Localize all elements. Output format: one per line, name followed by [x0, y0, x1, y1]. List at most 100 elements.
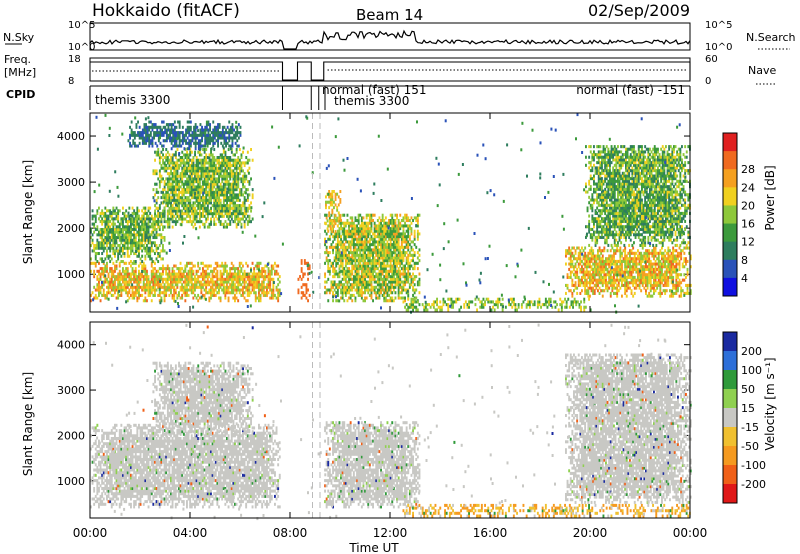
data-cell: [146, 299, 148, 302]
data-cell: [154, 241, 156, 244]
data-cell: [112, 207, 114, 210]
data-cell: [140, 231, 142, 234]
data-cell: [124, 252, 126, 255]
data-cell: [156, 244, 158, 247]
data-cell: [164, 207, 166, 210]
data-cell: [95, 257, 97, 260]
data-cell: [104, 247, 106, 250]
data-cell: [135, 228, 137, 231]
data-cell: [104, 257, 106, 260]
freq-tick-hi: 18: [68, 54, 81, 65]
data-cell: [202, 286, 204, 289]
data-cell: [178, 204, 180, 207]
data-cell: [106, 294, 108, 297]
data-cell: [132, 247, 134, 250]
data-cell: [125, 289, 127, 292]
data-cell: [237, 286, 239, 289]
data-cell: [188, 156, 190, 159]
data-cell: [159, 185, 161, 188]
figure: Hokkaido (fitACF) Beam 14 02/Sep/2009 N.…: [0, 0, 800, 554]
freq-tick-lo: 8: [68, 76, 74, 87]
data-cell: [175, 156, 177, 159]
data-cell: [271, 273, 273, 276]
data-cell: [144, 207, 146, 210]
data-cell: [159, 159, 161, 162]
data-cell: [151, 291, 153, 294]
data-cell: [199, 201, 201, 204]
data-cell: [109, 220, 111, 223]
data-cell: [196, 283, 198, 286]
data-cell: [117, 215, 119, 218]
data-cell: [199, 183, 201, 186]
data-cell: [162, 265, 164, 268]
data-cell: [164, 299, 166, 302]
data-cell: [232, 281, 234, 284]
data-cell: [93, 270, 95, 273]
data-cell: [208, 275, 210, 278]
cpid-entry-normal-minus151: normal (fast) -151: [576, 83, 685, 97]
data-cell: [159, 294, 161, 297]
nsky-label: N.Sky: [3, 31, 35, 44]
data-cell: [144, 257, 146, 260]
data-cell: [138, 283, 140, 286]
data-cell: [95, 255, 97, 258]
data-cell: [96, 297, 98, 300]
data-cell: [98, 283, 100, 286]
data-cell: [159, 255, 161, 258]
data-cell: [186, 172, 188, 175]
data-cell: [172, 212, 174, 215]
data-cell: [156, 188, 158, 191]
data-cell: [138, 291, 140, 294]
data-cell: [193, 159, 195, 162]
data-cell: [175, 223, 177, 226]
data-cell: [199, 226, 201, 229]
data-cell: [133, 297, 135, 300]
data-cell: [92, 291, 94, 294]
data-cell: [193, 156, 195, 159]
data-cell: [135, 236, 137, 239]
data-cell: [108, 273, 110, 276]
data-cell: [208, 283, 210, 286]
data-cell: [193, 183, 195, 186]
data-cell: [164, 236, 166, 239]
data-cell: [170, 291, 172, 294]
data-cell: [160, 212, 162, 215]
data-cell: [96, 275, 98, 278]
data-cell: [169, 180, 171, 183]
data-cell: [245, 262, 247, 265]
data-cell: [185, 201, 187, 204]
data-cell: [173, 270, 175, 273]
data-cell: [164, 188, 166, 191]
data-cell: [101, 223, 103, 226]
freq-label-2: [MHz]: [4, 66, 36, 79]
data-cell: [135, 260, 137, 263]
data-cell: [100, 275, 102, 278]
data-cell: [168, 270, 170, 273]
data-cell: [109, 260, 111, 263]
data-cell: [224, 294, 226, 297]
data-cell: [192, 291, 194, 294]
data-cell: [269, 275, 271, 278]
data-cell: [264, 270, 266, 273]
data-cell: [272, 297, 274, 300]
data-cell: [167, 204, 169, 207]
data-cell: [127, 294, 129, 297]
data-cell: [114, 252, 116, 255]
data-cell: [175, 151, 177, 154]
data-cell: [223, 283, 225, 286]
data-cell: [253, 267, 255, 270]
data-cell: [250, 291, 252, 294]
data-cell: [143, 244, 145, 247]
data-cell: [130, 260, 132, 263]
data-cell: [226, 283, 228, 286]
data-cell: [111, 215, 113, 218]
data-cell: [159, 153, 161, 156]
data-cell: [157, 260, 159, 263]
data-cell: [264, 278, 266, 281]
data-cell: [95, 215, 97, 218]
data-cell: [114, 223, 116, 226]
data-cell: [120, 241, 122, 244]
data-cell: [122, 223, 124, 226]
data-cell: [169, 226, 171, 229]
data-cell: [140, 247, 142, 250]
